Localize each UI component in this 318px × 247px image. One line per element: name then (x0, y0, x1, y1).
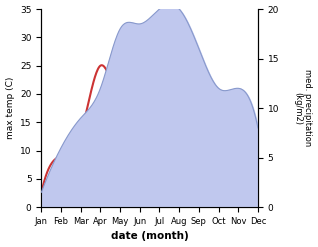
Y-axis label: med. precipitation
(kg/m2): med. precipitation (kg/m2) (293, 69, 313, 147)
Y-axis label: max temp (C): max temp (C) (5, 77, 15, 139)
X-axis label: date (month): date (month) (111, 231, 189, 242)
